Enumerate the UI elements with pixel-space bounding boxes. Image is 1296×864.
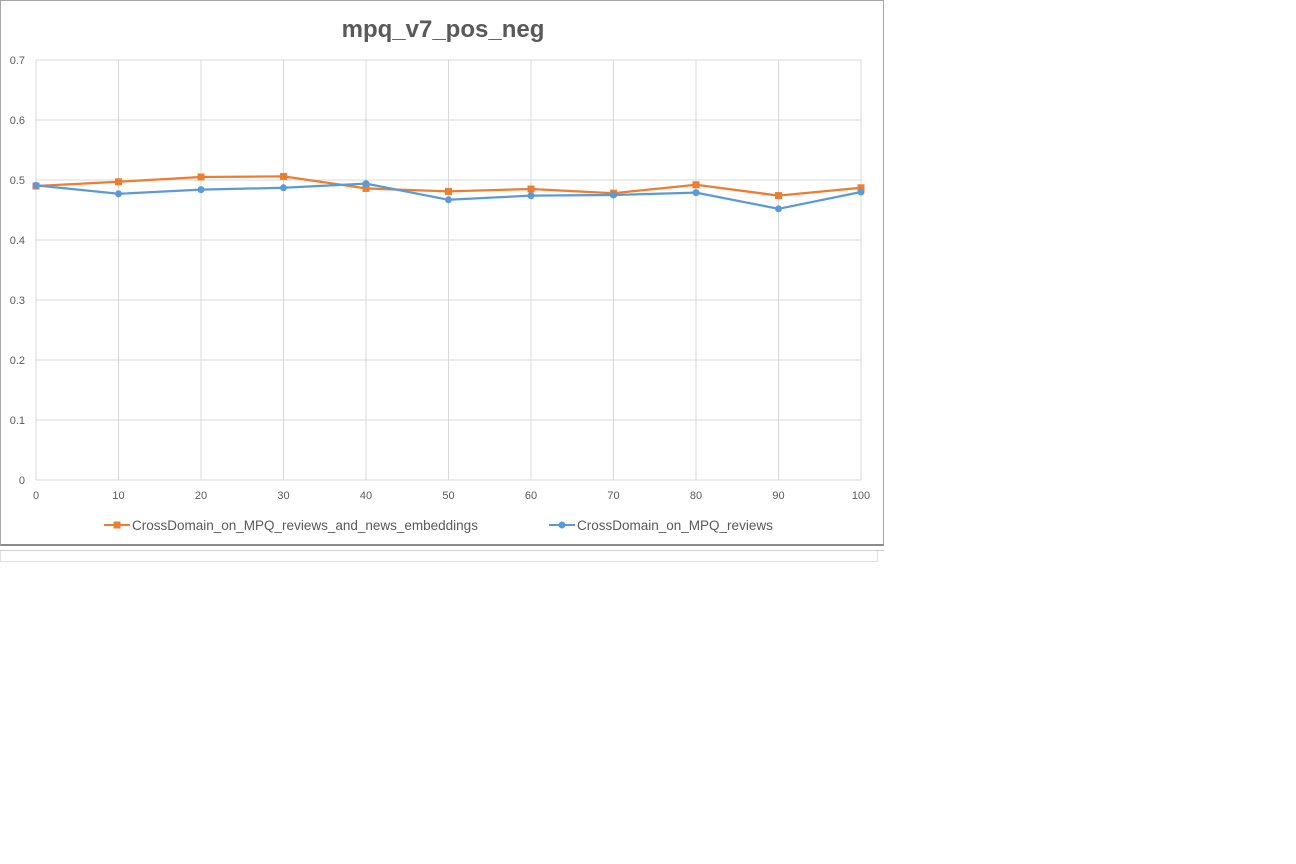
chart-container[interactable]: mpq_v7_pos_neg 0 0.1 0.2 0.3 0.4 0.5 0.6 0.7 0 1… — [0, 0, 884, 546]
x-tick-label: 100 — [852, 490, 870, 502]
data-point-square[interactable] — [857, 184, 865, 192]
data-point-square[interactable] — [115, 178, 122, 186]
data-point-circle[interactable] — [197, 186, 205, 194]
data-point-square[interactable] — [527, 185, 535, 193]
y-tick-label: 0.1 — [10, 415, 25, 427]
data-point-circle[interactable] — [280, 184, 287, 192]
legend-item[interactable]: CrossDomain_on_MPQ_reviews — [549, 518, 773, 533]
series-2[interactable] — [32, 180, 865, 213]
data-point-circle[interactable] — [115, 190, 122, 198]
data-point-circle[interactable] — [775, 205, 782, 213]
y-tick-label: 0.3 — [10, 295, 25, 307]
y-tick-label: 0.6 — [10, 115, 25, 127]
y-tick-label: 0 — [19, 475, 25, 487]
x-tick-label: 60 — [525, 490, 537, 502]
y-tick-label: 0.5 — [10, 175, 25, 187]
x-tick-label: 90 — [772, 490, 784, 502]
y-tick-label: 0.2 — [10, 355, 25, 367]
x-tick-label: 0 — [33, 490, 39, 502]
sheet-row-divider — [0, 548, 884, 551]
data-point-circle[interactable] — [527, 192, 535, 200]
data-point-square[interactable] — [197, 173, 205, 181]
data-point-circle[interactable] — [445, 196, 452, 204]
y-tick-label: 0.7 — [10, 55, 25, 67]
data-point-square[interactable] — [280, 172, 287, 180]
x-tick-label: 80 — [690, 490, 702, 502]
data-point-circle[interactable] — [362, 180, 370, 188]
data-point-circle[interactable] — [610, 191, 617, 199]
data-point-square[interactable] — [362, 184, 370, 192]
legend-marker-circle — [558, 521, 566, 529]
x-tick-label: 10 — [112, 490, 124, 502]
sheet-row-strip — [0, 551, 878, 562]
series-layer — [32, 172, 865, 213]
data-point-circle[interactable] — [857, 188, 865, 196]
data-point-circle[interactable] — [32, 181, 40, 189]
chart-title: mpq_v7_pos_neg — [342, 16, 545, 43]
x-tick-label: 40 — [360, 490, 372, 502]
y-tick-label: 0.4 — [10, 235, 25, 247]
legend-item[interactable]: CrossDomain_on_MPQ_reviews_and_news_embe… — [104, 518, 478, 533]
legend-label: CrossDomain_on_MPQ_reviews_and_news_embe… — [132, 518, 478, 533]
data-point-square[interactable] — [692, 181, 700, 189]
legend-label: CrossDomain_on_MPQ_reviews — [577, 518, 773, 533]
chart-svg: mpq_v7_pos_neg 0 0.1 0.2 0.3 0.4 0.5 0.6 0.7 0 1… — [10, 16, 870, 533]
legend-marker-square — [113, 521, 121, 529]
x-axis-ticks: 0 10 20 30 40 50 60 70 80 90 100 — [33, 490, 870, 502]
x-tick-label: 20 — [195, 490, 207, 502]
data-point-square[interactable] — [775, 192, 782, 200]
x-tick-label: 30 — [277, 490, 289, 502]
legend[interactable]: CrossDomain_on_MPQ_reviews_and_news_embe… — [104, 518, 773, 533]
y-axis-ticks: 0 0.1 0.2 0.3 0.4 0.5 0.6 0.7 — [10, 55, 25, 487]
data-point-square[interactable] — [445, 187, 452, 195]
x-tick-label: 70 — [607, 490, 619, 502]
data-point-circle[interactable] — [692, 189, 700, 197]
grid-lines — [35, 59, 862, 481]
x-tick-label: 50 — [442, 490, 454, 502]
